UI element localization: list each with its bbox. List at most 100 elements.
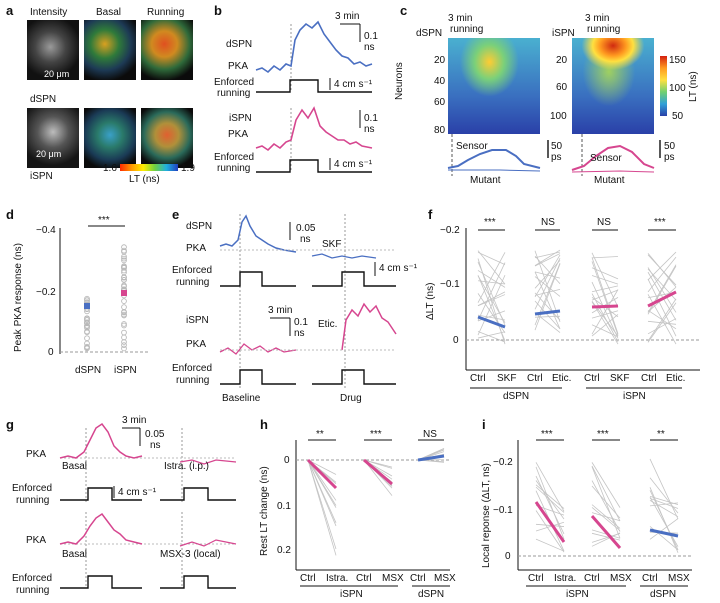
c-ispn-heatmap (572, 38, 654, 134)
e-baseline: Baseline (222, 393, 261, 404)
f-cell-line (647, 267, 677, 313)
a-colorbar (120, 164, 178, 171)
g-time: 3 min (122, 415, 147, 426)
d-ispn-point (121, 345, 127, 352)
b-pka-1: PKA (228, 61, 249, 72)
e-ispn-drug-trace (341, 302, 397, 351)
d-ispn-point (121, 329, 127, 336)
a-cbar-max: 1.9 (181, 163, 195, 174)
c-mutant-trace-r (571, 170, 655, 173)
g-pka-trace-2b (179, 539, 237, 547)
h-mean-1 (306, 458, 338, 490)
d-ispn-point (121, 267, 127, 274)
f-sig-1: NS (541, 217, 555, 228)
e-drug: Drug (340, 393, 362, 404)
i-cell-line (591, 465, 621, 522)
e-run-2 (220, 369, 296, 385)
f-xtick-2: Ctrl (527, 373, 543, 384)
d-xtick-1: iSPN (114, 365, 137, 376)
g-pka-trace-1 (59, 422, 143, 459)
h-group-1: dSPN (418, 589, 445, 600)
d-ytick-0: −0.4 (36, 225, 56, 236)
panel-a-label: a (6, 3, 14, 18)
c-cbar-mid: 100 (669, 83, 686, 94)
h-cell-line (307, 459, 337, 556)
f-cell-line (534, 315, 561, 318)
c-run-l1: 3 min (448, 13, 473, 24)
i-cell-line (591, 512, 621, 522)
i-xtick-1: Istra. (554, 573, 577, 584)
h-mean-3 (417, 454, 445, 462)
c-ytick-l-0: 20 (434, 55, 446, 66)
h-ytick-0: 0 (284, 455, 290, 466)
e-run-1b (312, 271, 396, 287)
d-dspn-mean (84, 303, 90, 309)
h-xtick-3: MSX (382, 573, 404, 584)
g-run-2b (160, 575, 236, 589)
i-ytick-0: −0.2 (493, 457, 513, 468)
f-cell-line (647, 253, 677, 288)
d-ispn-mean (121, 290, 127, 296)
panel-f-label: f (428, 207, 433, 222)
e-enf-2a: Enforced (172, 363, 213, 374)
b-enforced-2a: Enforced (214, 152, 255, 163)
f-cell-line (534, 258, 561, 310)
g-run-1 (60, 487, 142, 501)
g-run-1b (160, 487, 236, 501)
i-xtick-5: MSX (668, 573, 690, 584)
g-scale-ns2: ns (150, 440, 161, 451)
d-sig: *** (98, 215, 110, 226)
g-basal-2: Basal (62, 549, 88, 560)
f-cell-line (534, 312, 561, 333)
g-speed: 4 cm s⁻¹ (118, 487, 157, 498)
f-sig-2: NS (597, 217, 611, 228)
f-sig-0: *** (484, 217, 496, 228)
d-ispn-point (121, 264, 127, 271)
f-cell-line (477, 331, 506, 339)
e-dspn: dSPN (186, 221, 213, 232)
panel-g-label: g (6, 417, 14, 432)
h-cell-line (307, 459, 337, 524)
c-scale-r-val: 50 (664, 141, 676, 152)
b-enforced-2b: running (217, 163, 251, 174)
e-scale-ns: 0.05 (296, 223, 316, 234)
i-xtick-0: Ctrl (528, 573, 544, 584)
i-cell-line (535, 538, 565, 552)
d-ispn-point (121, 321, 127, 327)
i-ylabel: Local reponse (ΔLT, ns) (481, 463, 492, 568)
i-cell-line (649, 500, 679, 518)
e-scale2-ns2: ns (294, 328, 305, 339)
f-cell-line (591, 261, 619, 336)
b-enforced-1b: running (217, 88, 251, 99)
h-xtick-2: Ctrl (356, 573, 372, 584)
f-group-0: dSPN (503, 391, 530, 402)
i-mean-3 (649, 528, 679, 538)
h-xtick-1: Istra. (326, 573, 349, 584)
f-cell-line (591, 285, 619, 293)
d-ispn-point (121, 276, 127, 283)
d-ytick-2: 0 (48, 347, 54, 358)
f-cell-line (591, 314, 619, 337)
f-cell-line (534, 271, 561, 279)
g-enf-2b: running (16, 585, 50, 596)
f-cell-line (591, 324, 619, 338)
h-xtick-0: Ctrl (300, 573, 316, 584)
f-group-1: iSPN (623, 391, 646, 402)
e-etic: Etic. (318, 319, 338, 330)
i-cell-line (649, 477, 679, 514)
c-ytick-l-3: 80 (434, 125, 446, 136)
d-dspn-point (84, 295, 90, 302)
h-sig-1: *** (370, 429, 382, 440)
e-enf-2b: running (176, 375, 210, 386)
e-run-2b (312, 369, 396, 385)
i-sig-0: *** (541, 429, 553, 440)
f-cell-line (534, 253, 561, 267)
d-ispn-point (121, 274, 127, 280)
i-cell-line (649, 518, 679, 540)
f-cell-line (477, 250, 506, 285)
g-enf-1b: running (16, 495, 50, 506)
g-enf-1a: Enforced (12, 483, 53, 494)
